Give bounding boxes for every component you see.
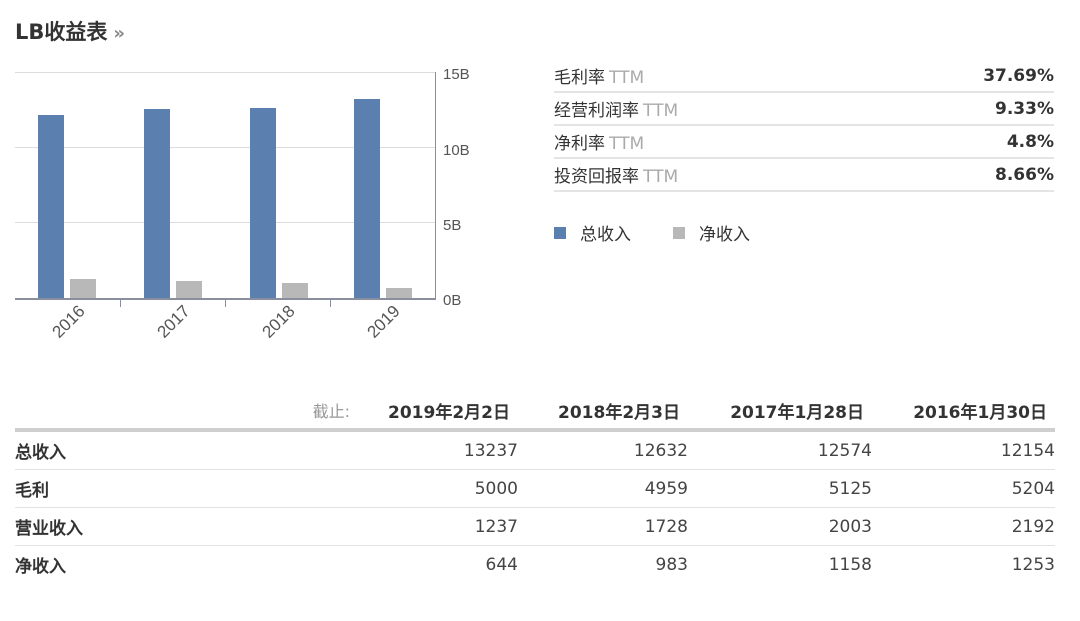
- metric-label: 经营利润率: [554, 101, 639, 121]
- table-row: 总收入 13237 12632 12574 12154: [15, 432, 1055, 470]
- table-cell: 13237: [463, 440, 518, 461]
- bar-net-income-2017[interactable]: [176, 280, 202, 298]
- row-label: 净收入: [15, 557, 66, 577]
- page-title-text: LB收益表: [15, 20, 108, 44]
- gridline-5b: [15, 222, 435, 223]
- table-cell: 5125: [828, 478, 872, 499]
- table-cell: 5000: [474, 478, 518, 499]
- table-cell: 2192: [1011, 516, 1055, 537]
- bar-revenue-2019[interactable]: [354, 98, 380, 298]
- table-header: 截止: 2019年2月2日 2018年2月3日 2017年1月28日 2016年…: [15, 392, 1055, 432]
- table-cell: 12574: [817, 440, 872, 461]
- y-tick-label: 5B: [443, 217, 462, 234]
- bar-net-income-2016[interactable]: [70, 279, 96, 298]
- page-title[interactable]: LB收益表»: [15, 16, 125, 46]
- table-row: 营业收入 1237 1728 2003 2192: [15, 508, 1055, 546]
- gridline-10b: [15, 147, 435, 148]
- table-cell: 5204: [1011, 478, 1055, 499]
- legend-label: 净收入: [699, 225, 750, 245]
- column-header: 2019年2月2日: [388, 402, 510, 423]
- table-cell: 983: [655, 554, 688, 575]
- row-label: 毛利: [15, 481, 49, 501]
- metric-row: 毛利率 TTM 37.69%: [554, 60, 1054, 93]
- table-cell: 1253: [1011, 554, 1055, 575]
- legend-swatch-icon: [554, 226, 566, 239]
- as-of-label: 截止:: [312, 402, 350, 421]
- table-row: 毛利 5000 4959 5125 5204: [15, 470, 1055, 508]
- y-tick-label: 10B: [443, 142, 470, 159]
- x-tick: [330, 299, 331, 307]
- bar-net-income-2019[interactable]: [386, 288, 412, 298]
- metric-row: 投资回报率 TTM 8.66%: [554, 159, 1054, 192]
- table-row: 净收入 644 983 1158 1253: [15, 546, 1055, 583]
- table-cell: 644: [485, 554, 518, 575]
- table-cell: 2003: [828, 516, 872, 537]
- gridline-15b: [15, 72, 435, 73]
- metric-row: 经营利润率 TTM 9.33%: [554, 93, 1054, 126]
- chart-legend: 总收入 净收入: [554, 220, 792, 245]
- metric-suffix: TTM: [609, 134, 645, 154]
- table-cell: 4959: [644, 478, 688, 499]
- column-header: 2018年2月3日: [558, 402, 680, 423]
- bar-revenue-2016[interactable]: [38, 114, 64, 298]
- metric-suffix: TTM: [609, 68, 645, 88]
- bar-revenue-2017[interactable]: [144, 108, 170, 298]
- table-cell: 1158: [828, 554, 872, 575]
- metric-value: 37.69%: [983, 65, 1054, 86]
- bar-revenue-2018[interactable]: [250, 107, 276, 298]
- y-tick-label: 15B: [443, 66, 470, 83]
- table-cell: 12154: [1000, 440, 1055, 461]
- metric-value: 4.8%: [1006, 131, 1054, 152]
- table-cell: 1237: [474, 516, 518, 537]
- table-cell: 12632: [633, 440, 688, 461]
- row-label: 营业收入: [15, 519, 83, 539]
- metric-label: 毛利率: [554, 68, 605, 88]
- column-header: 2016年1月30日: [913, 402, 1047, 423]
- revenue-bar-chart: [15, 72, 436, 307]
- metric-row: 净利率 TTM 4.8%: [554, 126, 1054, 159]
- x-tick-label: 2016: [48, 301, 89, 342]
- table-cell: 1728: [644, 516, 688, 537]
- bar-net-income-2018[interactable]: [282, 283, 308, 298]
- x-tick-label: 2019: [363, 301, 404, 342]
- legend-label: 总收入: [580, 225, 631, 245]
- row-label: 总收入: [15, 443, 66, 463]
- ratio-metrics: 毛利率 TTM 37.69% 经营利润率 TTM 9.33% 净利率 TTM 4.8%…: [554, 60, 1054, 192]
- x-tick-label: 2017: [153, 301, 194, 342]
- legend-item-net-income[interactable]: 净收入: [673, 220, 750, 245]
- x-tick: [225, 299, 226, 307]
- x-tick-label: 2018: [258, 301, 299, 342]
- x-tick: [120, 299, 121, 307]
- double-chevron-right-icon[interactable]: »: [113, 23, 126, 44]
- column-header: 2017年1月28日: [730, 402, 864, 423]
- legend-swatch-icon: [673, 226, 685, 239]
- legend-item-revenue[interactable]: 总收入: [554, 220, 631, 245]
- income-table: 截止: 2019年2月2日 2018年2月3日 2017年1月28日 2016年…: [15, 392, 1055, 583]
- y-tick-label: 0B: [443, 292, 462, 309]
- metric-value: 8.66%: [995, 164, 1054, 185]
- y-axis-line: [435, 72, 436, 299]
- metric-label: 投资回报率: [554, 167, 639, 187]
- metric-value: 9.33%: [995, 98, 1054, 119]
- metric-suffix: TTM: [643, 101, 679, 121]
- metric-label: 净利率: [554, 134, 605, 154]
- metric-suffix: TTM: [643, 167, 679, 187]
